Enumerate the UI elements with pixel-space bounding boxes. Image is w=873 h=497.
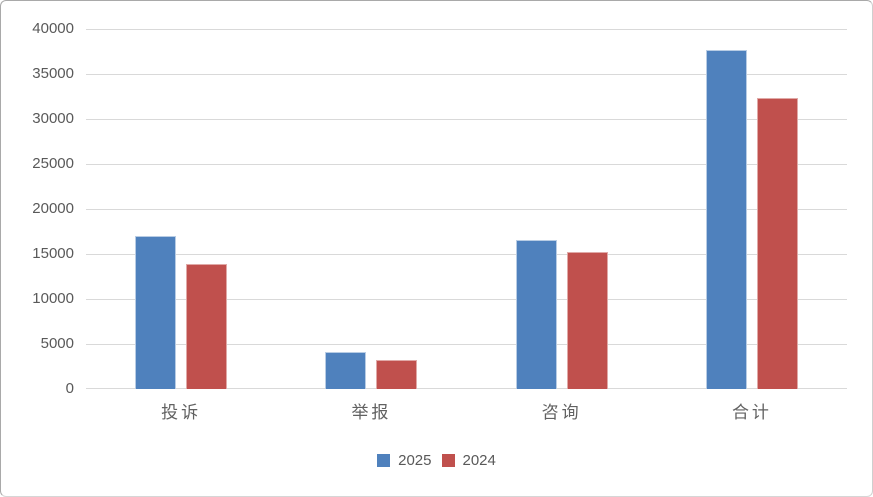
- gridline-35000: [86, 74, 847, 75]
- gridline-40000: [86, 29, 847, 30]
- x-axis-label-3: 咨询: [541, 403, 582, 422]
- legend-item-2024: 2024: [441, 451, 496, 469]
- bar-2024-category-3: [566, 252, 608, 389]
- y-axis-label-35000: 35000: [32, 65, 74, 82]
- plot-area: 0 5000 10000 15000 20000 25000 30000 35000 40000: [32, 20, 847, 397]
- chart-legend: 2025 2024: [1, 450, 872, 470]
- gridline-20000: [86, 209, 847, 210]
- bar-2024-category-1: [186, 263, 228, 389]
- bar-2024-category-2: [376, 360, 418, 389]
- bar-2024-category-4: [756, 98, 798, 389]
- gridline-5000: [86, 344, 847, 345]
- y-axis-label-10000: 10000: [32, 290, 74, 307]
- bar-2025-category-2: [325, 352, 367, 389]
- x-axis-label-1: 投诉: [161, 403, 202, 422]
- x-axis-label-4: 合计: [731, 403, 772, 422]
- gridline-25000: [86, 164, 847, 165]
- x-axis-label-2: 举报: [351, 403, 392, 422]
- y-axis-label-0: 0: [65, 380, 74, 397]
- gridline-0: [86, 388, 847, 389]
- legend-label-2025: 2025: [398, 451, 432, 469]
- bar-2025-category-4: [705, 49, 747, 389]
- legend-swatch-2024: [441, 453, 455, 467]
- y-axis-label-15000: 15000: [32, 245, 74, 262]
- gridline-10000: [86, 299, 847, 300]
- bar-2025-category-1: [135, 236, 177, 389]
- legend-label-2024: 2024: [462, 451, 496, 469]
- gridline-30000: [86, 119, 847, 120]
- y-axis-label-25000: 25000: [32, 155, 74, 172]
- y-axis-label-40000: 40000: [32, 20, 74, 37]
- legend-item-2025: 2025: [377, 451, 432, 469]
- gridline-15000: [86, 254, 847, 255]
- y-axis-label-20000: 20000: [32, 200, 74, 217]
- y-axis-label-30000: 30000: [32, 110, 74, 127]
- y-axis-label-5000: 5000: [40, 335, 74, 352]
- legend-swatch-2025: [377, 453, 391, 467]
- bar-2025-category-3: [515, 239, 557, 389]
